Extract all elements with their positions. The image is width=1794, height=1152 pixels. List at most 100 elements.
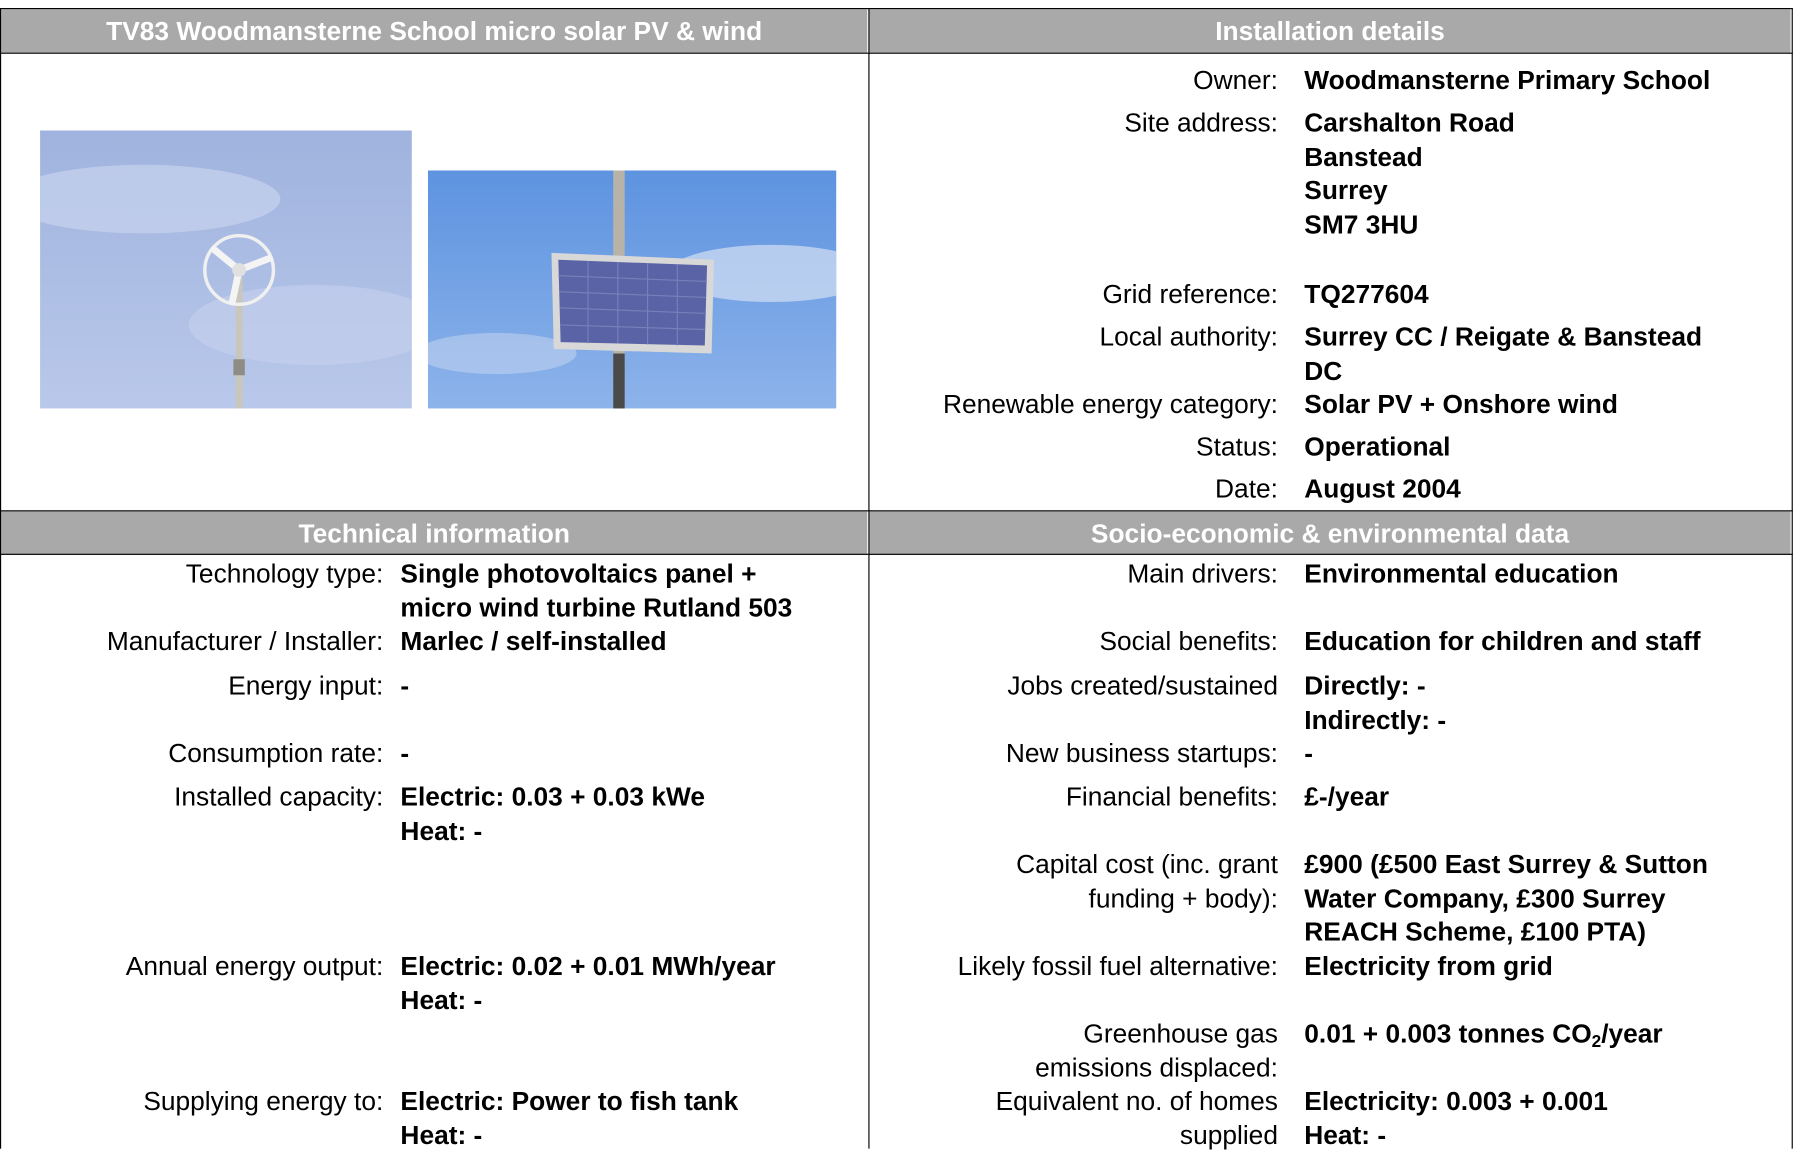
- border: [868, 8, 869, 1149]
- field-label: Date:: [1215, 473, 1278, 507]
- text-line: Installed capacity:: [174, 780, 383, 814]
- field-label: Installed capacity:: [174, 780, 383, 814]
- text-line: Single photovoltaics panel +: [400, 557, 792, 591]
- text-line: DC: [1304, 354, 1702, 388]
- border: [0, 8, 1, 1149]
- field-label: Main drivers:: [1127, 557, 1278, 591]
- text-line: Heat: -: [1304, 1118, 1608, 1152]
- field-value: Environmental education: [1304, 557, 1618, 591]
- wind-turbine-photo: [40, 130, 412, 408]
- text-line: Owner:: [1193, 64, 1278, 98]
- field-value: Education for children and staff: [1304, 625, 1700, 659]
- text-line: -: [400, 737, 409, 771]
- text-line: August 2004: [1304, 473, 1460, 507]
- text-line: Social benefits:: [1099, 625, 1277, 659]
- text-line: Heat: -: [400, 983, 775, 1017]
- text-line: £-/year: [1304, 780, 1389, 814]
- text-line: Capital cost (inc. grant: [1016, 848, 1278, 882]
- field-label: New business startups:: [1006, 737, 1278, 771]
- text-line: TQ277604: [1304, 278, 1428, 312]
- text-line: Directly: -: [1304, 669, 1446, 703]
- text-line: Heat: -: [400, 1118, 738, 1152]
- field-value: 0.01 + 0.003 tonnes CO2/year: [1304, 1017, 1662, 1051]
- border: [0, 53, 1793, 54]
- text-line: Marlec / self-installed: [400, 625, 666, 659]
- field-value: August 2004: [1304, 473, 1460, 507]
- solar-panel-photo: [428, 170, 836, 408]
- text-line: Water Company, £300 Surrey: [1304, 882, 1708, 916]
- text-line: Main drivers:: [1127, 557, 1278, 591]
- text-line: Electric: 0.03 + 0.03 kWe: [400, 780, 705, 814]
- text-line: Environmental education: [1304, 557, 1618, 591]
- text-line: New business startups:: [1006, 737, 1278, 771]
- text-line: REACH Scheme, £100 PTA): [1304, 915, 1708, 949]
- field-value: -: [1304, 737, 1313, 771]
- text-line: Surrey: [1304, 174, 1515, 208]
- text-line: Solar PV + Onshore wind: [1304, 388, 1618, 422]
- text-segment: 0.01 + 0.003 tonnes CO: [1304, 1018, 1591, 1048]
- text-line: Surrey CC / Reigate & Banstead: [1304, 320, 1702, 354]
- field-label: Social benefits:: [1099, 625, 1277, 659]
- text-line: Electricity: 0.003 + 0.001: [1304, 1085, 1608, 1119]
- text-line: Equivalent no. of homes: [996, 1085, 1278, 1119]
- text-line: Greenhouse gas: [1035, 1017, 1278, 1051]
- technical-header: Technical information: [1, 511, 867, 554]
- field-label: Energy input:: [228, 669, 383, 703]
- field-value: TQ277604: [1304, 278, 1428, 312]
- text-line: Operational: [1304, 430, 1450, 464]
- text-line: Heat: -: [400, 814, 705, 848]
- text-line: Technology type:: [186, 557, 384, 591]
- text-line: Indirectly: -: [1304, 703, 1446, 737]
- field-value: -: [400, 669, 409, 703]
- text-line: £900 (£500 East Surrey & Sutton: [1304, 848, 1708, 882]
- text-segment: /year: [1601, 1018, 1662, 1048]
- socio-header: Socio-economic & environmental data: [870, 511, 1791, 554]
- text-line: Financial benefits:: [1066, 780, 1278, 814]
- field-label: Manufacturer / Installer:: [107, 625, 383, 659]
- text-line: Energy input:: [228, 669, 383, 703]
- border: [0, 554, 1793, 555]
- text-line: Supplying energy to:: [143, 1085, 383, 1119]
- text-line: Status:: [1196, 430, 1278, 464]
- text-line: Grid reference:: [1102, 278, 1278, 312]
- text-line: Jobs created/sustained: [1007, 669, 1278, 703]
- field-value: Single photovoltaics panel +micro wind t…: [400, 557, 792, 625]
- field-label: Annual energy output:: [126, 950, 383, 984]
- text-line: Carshalton Road: [1304, 106, 1515, 140]
- text-line: supplied: [996, 1118, 1278, 1152]
- text-line: -: [400, 669, 409, 703]
- field-label: Status:: [1196, 430, 1278, 464]
- text-line: Date:: [1215, 473, 1278, 507]
- field-label: Owner:: [1193, 64, 1278, 98]
- installation-header: Installation details: [870, 9, 1791, 52]
- text-line: Renewable energy category:: [943, 388, 1278, 422]
- border: [0, 8, 1793, 9]
- text-line: Electric: 0.02 + 0.01 MWh/year: [400, 950, 775, 984]
- header-title: TV83 Woodmansterne School micro solar PV…: [1, 9, 867, 52]
- border: [1792, 8, 1793, 1149]
- field-value: Electricity from grid: [1304, 950, 1553, 984]
- text-line: Banstead: [1304, 140, 1515, 174]
- field-value: Directly: -Indirectly: -: [1304, 669, 1446, 737]
- text-line: Electricity from grid: [1304, 950, 1553, 984]
- field-label: Renewable energy category:: [943, 388, 1278, 422]
- text-line: Education for children and staff: [1304, 625, 1700, 659]
- text-line: -: [1304, 737, 1313, 771]
- text-line: Site address:: [1124, 106, 1278, 140]
- border: [0, 510, 1793, 511]
- field-value: Solar PV + Onshore wind: [1304, 388, 1618, 422]
- page: TV83 Woodmansterne School micro solar PV…: [0, 0, 1794, 1149]
- text-line: Likely fossil fuel alternative:: [958, 950, 1278, 984]
- field-label: Technology type:: [186, 557, 384, 591]
- text-line: funding + body):: [1016, 882, 1278, 916]
- field-label: Grid reference:: [1102, 278, 1278, 312]
